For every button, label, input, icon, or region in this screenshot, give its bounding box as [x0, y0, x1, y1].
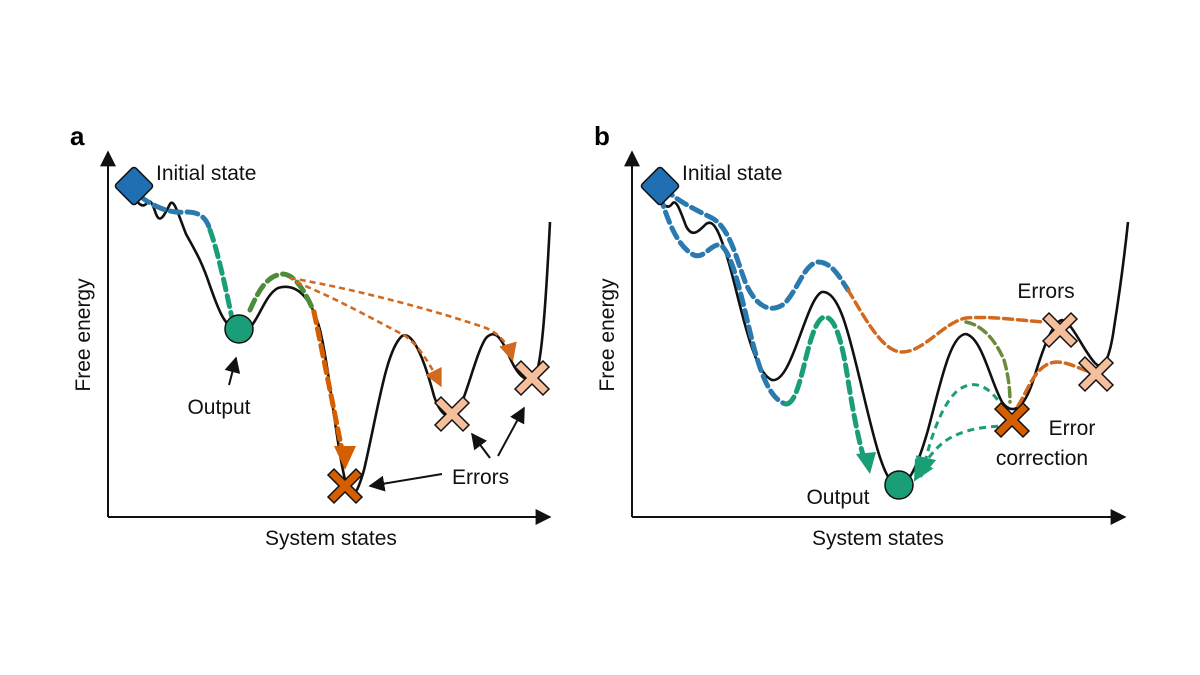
panel-a-errors-callout-3: [497, 406, 525, 457]
panel-a-major-error-arrowhead: [334, 446, 356, 470]
panel-a-error-marker-3: [513, 359, 551, 397]
panel-b-correction-path-1: [915, 383, 1006, 479]
panel-a-output-marker: [224, 314, 254, 344]
panel-b-output-marker: [884, 470, 914, 500]
panel-b-correction-path-2: [913, 424, 1011, 482]
panel-a-energy-landscape: [126, 187, 552, 496]
panel-b: b Free energy System states Initial stat…: [594, 121, 1130, 550]
panel-b-path-blue-lower: [657, 193, 789, 407]
panel-a-path-to-output: [207, 227, 235, 321]
panel-a-initial-state-marker: [114, 166, 154, 206]
panel-b-path-to-error-blend: [964, 320, 1012, 404]
panel-b-path-orange-upper: [846, 288, 1046, 354]
panel-b-error-correction-label-line1: Error: [1049, 417, 1096, 440]
panel-a-errors-callout-1: [368, 473, 443, 492]
panel-b-path-orange-lower: [1016, 360, 1092, 408]
panel-b-output-arrowhead: [856, 452, 876, 474]
panel-b-label: b: [594, 121, 610, 151]
panel-a-path-initial: [137, 193, 213, 233]
panel-b-errors-label: Errors: [1017, 280, 1074, 303]
panel-a-path-to-major-error: [311, 309, 345, 453]
panel-b-y-axis-label: Free energy: [596, 278, 619, 392]
panel-a-errors-callout-2: [471, 432, 491, 459]
panel-a-major-error-marker: [326, 467, 364, 505]
panel-b-error-correction-label-line2: correction: [996, 447, 1088, 470]
panel-a-errors-label: Errors: [452, 466, 509, 489]
panel-b-error-marker-light-1: [1041, 311, 1079, 349]
panel-a-error-marker-2: [433, 395, 471, 433]
panel-b-error-marker-strong: [993, 401, 1031, 439]
panel-a-x-axis-label: System states: [265, 527, 397, 550]
panel-b-error-marker-light-2: [1077, 355, 1115, 393]
panel-b-path-blue-lower-green: [783, 314, 867, 461]
panel-b-initial-state-label: Initial state: [682, 162, 782, 185]
panel-b-path-blue-upper: [661, 185, 851, 311]
panel-a-path-over-hill: [247, 271, 317, 315]
panel-a-path-to-error-3: [289, 276, 517, 362]
panel-a-y-axis-label: Free energy: [72, 278, 95, 392]
panel-a-label: a: [70, 121, 85, 151]
panel-b-x-axis-label: System states: [812, 527, 944, 550]
panel-a-output-label: Output: [187, 396, 250, 419]
panel-b-output-label: Output: [806, 486, 869, 509]
panel-b-initial-state-marker: [640, 166, 680, 206]
panel-a-output-callout: [224, 356, 241, 386]
panel-a: a Free energy System states Initial stat…: [70, 121, 552, 550]
panel-a-initial-state-label: Initial state: [156, 162, 256, 185]
